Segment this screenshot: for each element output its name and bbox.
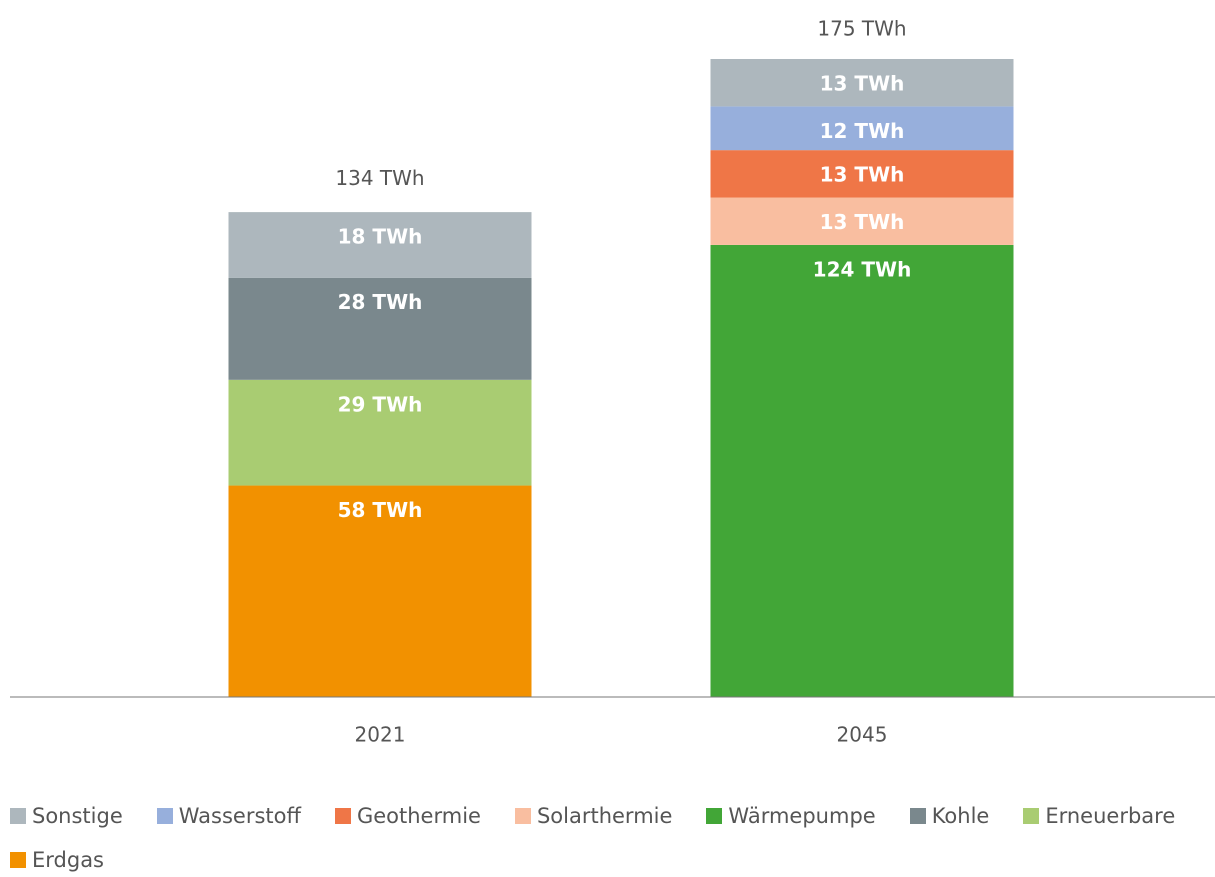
legend-item: Wasserstoff bbox=[156, 800, 301, 832]
legend-label: Erdgas bbox=[32, 848, 105, 872]
bar-segment bbox=[710, 150, 1014, 198]
legend-item: Wärmepumpe bbox=[706, 800, 876, 832]
legend-item: Solarthermie bbox=[514, 800, 673, 832]
bar-segment bbox=[228, 379, 532, 486]
data-label: 29 TWh bbox=[338, 392, 423, 416]
bar-segment bbox=[228, 485, 532, 697]
bar-segment bbox=[228, 212, 532, 278]
legend-swatch bbox=[10, 852, 26, 868]
legend-label: Geothermie bbox=[356, 804, 481, 828]
legend-label: Wärmepumpe bbox=[728, 804, 876, 828]
legend-swatch bbox=[514, 808, 531, 824]
data-label: 12 TWh bbox=[820, 119, 905, 143]
legend-swatch bbox=[909, 808, 926, 824]
bar-segment bbox=[710, 197, 1014, 245]
data-label: 58 TWh bbox=[338, 498, 423, 522]
x-tick-label: 2045 bbox=[837, 723, 888, 747]
data-label: 13 TWh bbox=[820, 163, 905, 187]
legend-swatch bbox=[156, 808, 173, 824]
data-label: 13 TWh bbox=[820, 72, 905, 96]
legend-label: Solarthermie bbox=[536, 804, 673, 828]
legend-swatch bbox=[10, 808, 26, 824]
legend-swatch bbox=[706, 808, 723, 824]
legend-item: Kohle bbox=[909, 800, 990, 832]
legend-item: Sonstige bbox=[10, 800, 123, 832]
data-label: 28 TWh bbox=[338, 290, 423, 314]
chart: 58 TWh 29 TWh 28 TWh 18 TWh 134 TWh 2021 124 T… bbox=[10, 17, 1215, 747]
legend-swatch bbox=[334, 808, 351, 824]
bar-segment bbox=[710, 244, 1014, 697]
legend-item: Erneuerbare bbox=[1023, 800, 1175, 832]
legend-swatch bbox=[1023, 808, 1040, 824]
legend-item: Erdgas bbox=[10, 844, 104, 876]
data-label: 124 TWh bbox=[813, 257, 912, 281]
bar-segment bbox=[228, 277, 532, 380]
total-label: 134 TWh bbox=[335, 166, 424, 190]
legend-label: Erneuerbare bbox=[1045, 804, 1176, 828]
legend-label: Kohle bbox=[931, 804, 990, 828]
data-label: 18 TWh bbox=[338, 225, 423, 249]
x-tick-label: 2021 bbox=[355, 723, 406, 747]
legend: Sonstige Wasserstoff Geothermie Solarthermi… bbox=[10, 800, 1210, 876]
legend-label: Wasserstoff bbox=[178, 804, 301, 828]
data-label: 13 TWh bbox=[820, 210, 905, 234]
legend-label: Sonstige bbox=[32, 804, 123, 828]
total-label: 175 TWh bbox=[817, 17, 906, 41]
legend-item: Geothermie bbox=[334, 800, 481, 832]
bar-segment bbox=[710, 106, 1014, 151]
bar-segment bbox=[710, 59, 1014, 107]
